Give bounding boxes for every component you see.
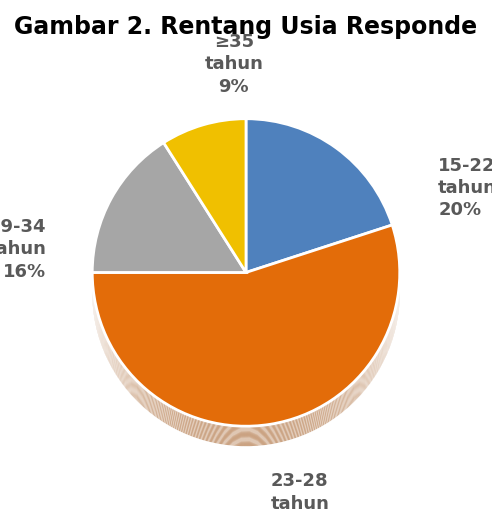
Wedge shape xyxy=(92,244,400,445)
Wedge shape xyxy=(92,229,400,431)
Wedge shape xyxy=(92,236,400,437)
Wedge shape xyxy=(164,124,246,278)
Wedge shape xyxy=(92,225,400,426)
Wedge shape xyxy=(92,243,400,444)
Wedge shape xyxy=(246,135,392,289)
Wedge shape xyxy=(246,119,392,272)
Wedge shape xyxy=(92,145,246,274)
Wedge shape xyxy=(246,134,392,288)
Wedge shape xyxy=(92,149,246,279)
Wedge shape xyxy=(164,126,246,280)
Wedge shape xyxy=(164,123,246,277)
Wedge shape xyxy=(92,153,246,283)
Wedge shape xyxy=(246,126,392,280)
Wedge shape xyxy=(92,232,400,433)
Wedge shape xyxy=(92,151,246,280)
Wedge shape xyxy=(246,138,392,291)
Wedge shape xyxy=(164,119,246,272)
Wedge shape xyxy=(246,122,392,276)
Wedge shape xyxy=(92,162,246,292)
Text: 15-22
tahun
20%: 15-22 tahun 20% xyxy=(438,157,492,219)
Wedge shape xyxy=(164,122,246,276)
Wedge shape xyxy=(164,128,246,283)
Wedge shape xyxy=(246,132,392,286)
Wedge shape xyxy=(92,235,400,436)
Wedge shape xyxy=(92,158,246,288)
Wedge shape xyxy=(92,160,246,290)
Wedge shape xyxy=(164,133,246,287)
Wedge shape xyxy=(164,132,246,286)
Wedge shape xyxy=(164,134,246,288)
Wedge shape xyxy=(164,137,246,290)
Wedge shape xyxy=(164,131,246,285)
Wedge shape xyxy=(246,120,392,273)
Wedge shape xyxy=(92,154,246,284)
Wedge shape xyxy=(164,127,246,281)
Wedge shape xyxy=(246,123,392,277)
Wedge shape xyxy=(246,124,392,278)
Wedge shape xyxy=(164,130,246,284)
Text: 23-28
tahun
55%: 23-28 tahun 55% xyxy=(271,472,329,514)
Wedge shape xyxy=(164,139,246,292)
Wedge shape xyxy=(164,125,246,279)
Wedge shape xyxy=(92,155,246,285)
Wedge shape xyxy=(164,120,246,273)
Wedge shape xyxy=(246,128,392,283)
Text: ≥35
tahun
9%: ≥35 tahun 9% xyxy=(204,33,263,96)
Wedge shape xyxy=(92,240,400,440)
Wedge shape xyxy=(92,144,246,273)
Wedge shape xyxy=(92,234,400,435)
Wedge shape xyxy=(92,148,246,278)
Wedge shape xyxy=(92,230,400,432)
Wedge shape xyxy=(92,157,246,287)
Wedge shape xyxy=(92,152,246,281)
Wedge shape xyxy=(92,226,400,427)
Wedge shape xyxy=(92,143,246,272)
Wedge shape xyxy=(92,245,400,446)
Text: 29-34
tahun
16%: 29-34 tahun 16% xyxy=(0,218,46,281)
Wedge shape xyxy=(164,135,246,289)
Wedge shape xyxy=(246,139,392,292)
Text: Gambar 2. Rentang Usia Responde: Gambar 2. Rentang Usia Responde xyxy=(14,15,478,40)
Wedge shape xyxy=(92,233,400,434)
Wedge shape xyxy=(92,147,246,277)
Wedge shape xyxy=(92,146,246,276)
Wedge shape xyxy=(92,242,400,443)
Wedge shape xyxy=(246,125,392,279)
Wedge shape xyxy=(92,237,400,438)
Wedge shape xyxy=(164,121,246,274)
Wedge shape xyxy=(164,138,246,291)
Wedge shape xyxy=(246,131,392,285)
Wedge shape xyxy=(246,137,392,290)
Wedge shape xyxy=(246,133,392,287)
Wedge shape xyxy=(92,227,400,429)
Wedge shape xyxy=(92,228,400,430)
Wedge shape xyxy=(92,238,400,439)
Wedge shape xyxy=(92,161,246,291)
Wedge shape xyxy=(246,121,392,274)
Wedge shape xyxy=(92,156,246,286)
Wedge shape xyxy=(92,159,246,289)
Wedge shape xyxy=(92,241,400,442)
Wedge shape xyxy=(246,127,392,281)
Wedge shape xyxy=(246,130,392,284)
